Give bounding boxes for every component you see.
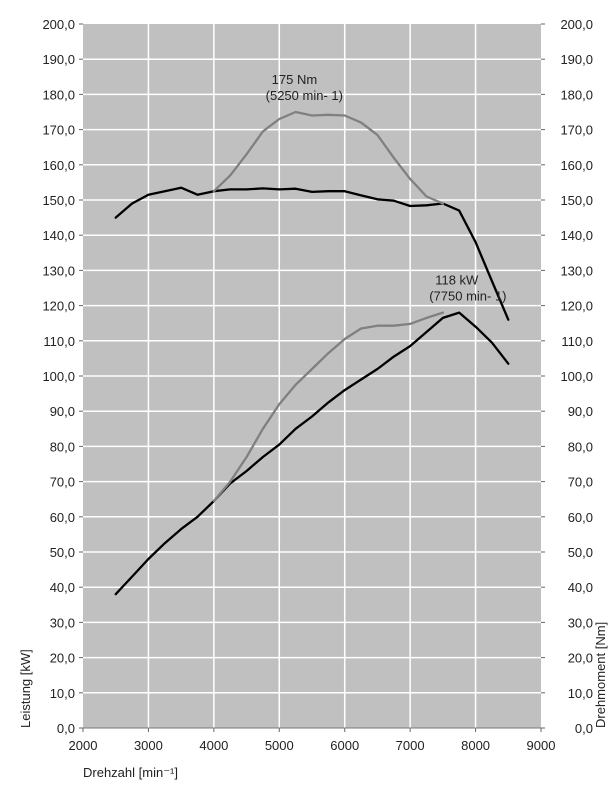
x-tick-label: 7000 — [396, 738, 425, 753]
y-tick-label-right: 20,0 — [568, 651, 593, 666]
y-tick-label-right: 0,0 — [575, 721, 593, 736]
y-tick-label-right: 60,0 — [568, 510, 593, 525]
y-tick-label-left: 80,0 — [50, 439, 75, 454]
y-tick-label-left: 140,0 — [42, 228, 75, 243]
y-tick-label-left: 60,0 — [50, 510, 75, 525]
x-tick-label: 8000 — [461, 738, 490, 753]
y-tick-label-left: 70,0 — [50, 475, 75, 490]
y-tick-label-left: 190,0 — [42, 52, 75, 67]
x-tick-label: 6000 — [330, 738, 359, 753]
annotations: 175 Nm(5250 min- 1) 118 kW(7750 min- 1) — [266, 72, 507, 304]
x-tick-label: 9000 — [527, 738, 556, 753]
x-tick-label: 3000 — [134, 738, 163, 753]
annotation-label: 175 Nm — [272, 72, 318, 87]
x-tick-label: 2000 — [69, 738, 98, 753]
y-tick-label-left: 100,0 — [42, 369, 75, 384]
tick-labels: 2000 3000 4000 5000 6000 7000 8000 9000 0,0 0,0 10… — [42, 17, 593, 753]
series-line-torque-gray — [212, 110, 445, 205]
x-tick-label: 4000 — [199, 738, 228, 753]
y-tick-label-left: 20,0 — [50, 651, 75, 666]
y-tick-label-right: 80,0 — [568, 439, 593, 454]
y-tick-label-left: 10,0 — [50, 686, 75, 701]
y-tick-label-right: 30,0 — [568, 615, 593, 630]
y-tick-label-right: 160,0 — [560, 158, 593, 173]
series-group — [114, 110, 510, 596]
series-line-power-gray — [212, 311, 445, 503]
y-tick-label-right: 110,0 — [561, 334, 593, 349]
y-tick-label-left: 0,0 — [57, 721, 75, 736]
y-tick-label-right: 170,0 — [560, 123, 593, 138]
y-tick-label-left: 160,0 — [42, 158, 75, 173]
y-tick-label-left: 200,0 — [42, 17, 75, 32]
y-tick-label-right: 40,0 — [568, 580, 593, 595]
y-axis-label-left: Leistung [kW] — [18, 649, 33, 728]
y-tick-label-left: 180,0 — [42, 87, 75, 102]
y-tick-label-right: 130,0 — [560, 263, 593, 278]
grid — [79, 23, 545, 732]
y-tick-label-left: 130,0 — [42, 263, 75, 278]
series-line-power-black — [114, 311, 510, 596]
y-tick-label-left: 170,0 — [42, 123, 75, 138]
y-tick-label-left: 90,0 — [50, 404, 75, 419]
y-tick-label-right: 10,0 — [568, 686, 593, 701]
y-tick-label-right: 140,0 — [560, 228, 593, 243]
x-tick-label: 5000 — [265, 738, 294, 753]
y-tick-label-right: 50,0 — [568, 545, 593, 560]
y-tick-label-right: 120,0 — [560, 299, 593, 314]
annotation-label: 118 kW — [435, 273, 479, 288]
y-tick-label-right: 180,0 — [560, 87, 593, 102]
annotation-label: (5250 min- 1) — [266, 88, 343, 103]
y-tick-label-right: 100,0 — [560, 369, 593, 384]
y-tick-label-left: 110,0 — [43, 334, 75, 349]
y-tick-label-right: 200,0 — [560, 17, 593, 32]
y-tick-label-left: 150,0 — [42, 193, 75, 208]
y-axis-label-right: Drehmoment [Nm] — [593, 622, 608, 728]
y-tick-label-left: 30,0 — [50, 615, 75, 630]
y-tick-label-right: 70,0 — [568, 475, 593, 490]
y-tick-label-left: 40,0 — [50, 580, 75, 595]
y-tick-label-left: 120,0 — [42, 299, 75, 314]
y-tick-label-left: 50,0 — [50, 545, 75, 560]
y-tick-label-right: 150,0 — [560, 193, 593, 208]
annotation-label: (7750 min- 1) — [429, 289, 506, 304]
y-tick-label-right: 90,0 — [568, 404, 593, 419]
y-tick-label-right: 190,0 — [560, 52, 593, 67]
x-axis-label: Drehzahl [min⁻¹] — [83, 765, 178, 780]
